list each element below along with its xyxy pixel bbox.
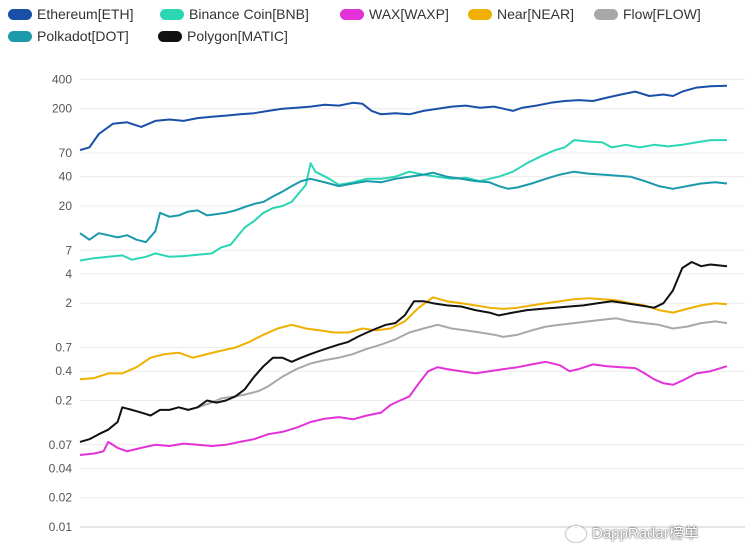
y-tick-label: 0.2 <box>55 393 72 407</box>
legend-swatch <box>340 8 364 20</box>
legend-swatch <box>468 8 492 20</box>
legend-item[interactable]: Polkadot[DOT] <box>8 28 129 44</box>
legend-label: Binance Coin[BNB] <box>189 6 309 22</box>
series-line-4 <box>197 317 728 409</box>
legend-label: Near[NEAR] <box>497 6 575 22</box>
legend-item[interactable]: WAX[WAXP] <box>340 6 449 22</box>
legend: Ethereum[ETH] Binance Coin[BNB] WAX[WAXP] N… <box>8 4 753 48</box>
y-tick-label: 0.01 <box>49 520 73 534</box>
y-tick-label: 0.7 <box>55 341 72 355</box>
watermark: DappRadar榜单 <box>566 522 699 543</box>
legend-label: Polkadot[DOT] <box>37 28 129 44</box>
y-tick-label: 400 <box>52 72 72 86</box>
legend-item[interactable]: Polygon[MATIC] <box>158 28 288 44</box>
legend-swatch <box>594 8 618 20</box>
y-tick-label: 20 <box>59 199 73 213</box>
legend-swatch <box>158 30 182 42</box>
legend-item[interactable]: Near[NEAR] <box>468 6 574 22</box>
legend-swatch <box>8 30 32 42</box>
legend-swatch <box>160 8 184 20</box>
series-line-1 <box>79 139 727 262</box>
series-line-5 <box>79 170 728 244</box>
legend-item[interactable]: Binance Coin[BNB] <box>160 6 309 22</box>
y-tick-label: 7 <box>65 243 72 257</box>
y-tick-label: 0.07 <box>49 438 73 452</box>
y-tick-label: 2 <box>65 296 72 310</box>
y-tick-label: 4 <box>65 267 72 281</box>
legend-item[interactable]: Flow[FLOW] <box>594 6 701 22</box>
series-line-3 <box>79 296 728 381</box>
y-tick-label: 40 <box>59 170 73 184</box>
series-line-0 <box>79 84 728 152</box>
y-tick-label: 0.4 <box>55 364 72 378</box>
wechat-icon <box>566 526 586 543</box>
legend-label: WAX[WAXP] <box>369 6 449 22</box>
series-line-2 <box>79 360 728 456</box>
legend-label: Flow[FLOW] <box>623 6 701 22</box>
legend-label: Polygon[MATIC] <box>187 28 288 44</box>
legend-swatch <box>8 8 32 20</box>
legend-item[interactable]: Ethereum[ETH] <box>8 6 133 22</box>
watermark-text: DappRadar榜单 <box>592 525 699 542</box>
y-tick-label: 200 <box>52 102 72 116</box>
legend-row: Ethereum[ETH] Binance Coin[BNB] WAX[WAXP] N… <box>8 4 753 26</box>
legend-row: Polkadot[DOT] Polygon[MATIC] <box>8 26 753 48</box>
y-tick-label: 0.04 <box>49 461 73 475</box>
legend-label: Ethereum[ETH] <box>37 6 134 22</box>
y-tick-label: 0.02 <box>49 491 73 505</box>
y-tick-label: 70 <box>59 146 73 160</box>
series-line-6 <box>79 261 728 443</box>
